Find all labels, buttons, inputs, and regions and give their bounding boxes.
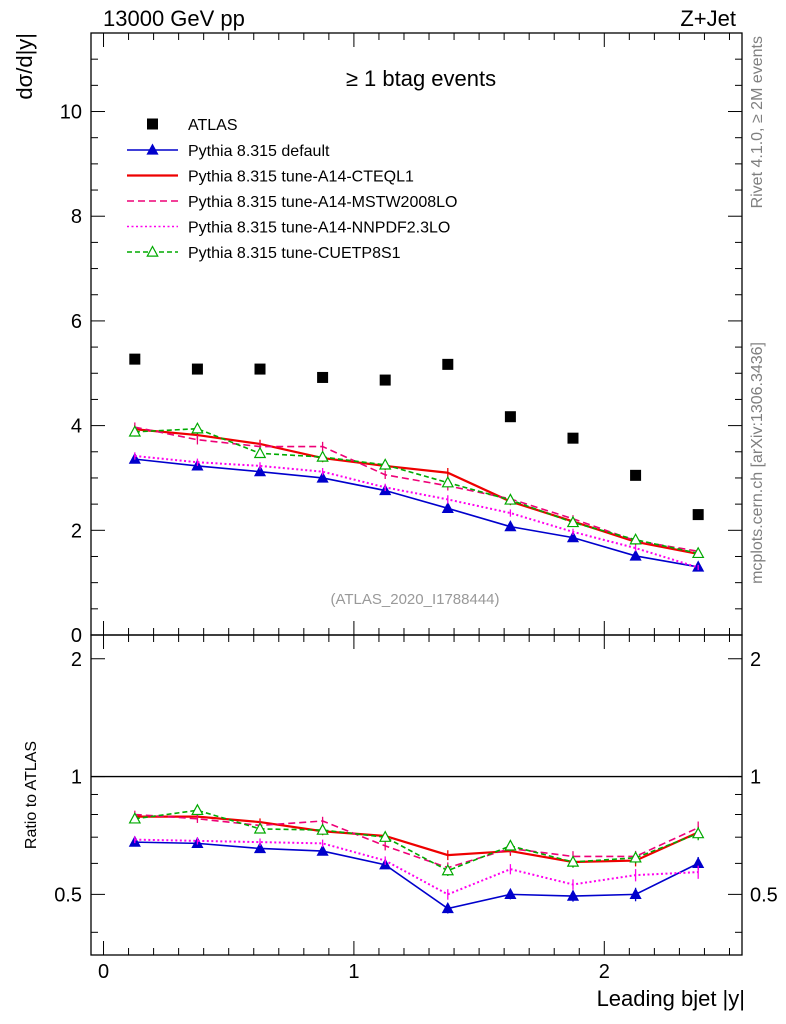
x-tick-label: 0 [98,961,109,983]
ratio-marker [378,830,392,842]
x-tick-label: 1 [348,961,359,983]
ratio-tick-label: 0.5 [54,884,82,906]
atlas-data-points [129,353,704,521]
ratio-marker [504,887,517,900]
atlas-data-point [567,432,579,444]
rivet-version-label: Rivet 4.1.0, ≥ 2M events [749,36,766,208]
legend-label: Pythia 8.315 tune-A14-CTEQL1 [188,169,414,186]
mcplots-reference-label: mcplots.cern.ch [arXiv:1306.3436] [749,342,766,584]
ratio-tick-label-right: 2 [750,649,761,671]
atlas-data-point [317,371,329,383]
ratio-axis-label: Ratio to ATLAS [23,741,40,849]
ratio-series-lines [128,803,705,914]
ratio-marker [441,863,455,876]
series-marker [253,446,267,459]
atlas-data-point [129,353,141,365]
series-marker [504,493,517,505]
ratio-plot-frame [90,634,743,956]
atlas-data-point [630,469,642,481]
series-line [134,427,699,555]
ratio-tick-label: 2 [71,649,82,671]
legend-label: Pythia 8.315 default [188,143,330,160]
legend: ATLAS Pythia 8.315 default Pythia 8.315 tu… [127,117,457,262]
y-tick-label: 8 [71,206,82,228]
y-tick-label: 6 [71,311,82,333]
series-line [134,428,699,555]
atlas-data-point [442,358,454,370]
series-line [134,454,699,569]
series-marker [629,532,642,545]
ratio-series-line [134,815,699,864]
ratio-marker [253,822,267,834]
legend-marker-atlas [147,118,158,130]
y-tick-label: 10 [60,102,82,124]
legend-label: Pythia 8.315 tune-A14-NNPDF2.3LO [188,220,450,237]
header-left: 13000 GeV pp [103,6,245,31]
series-line [134,458,699,568]
y-tick-label: 4 [71,416,82,438]
series-marker [566,515,580,528]
series-marker [691,546,705,559]
ratio-marker [691,826,705,839]
legend-label: Pythia 8.315 tune-CUETP8S1 [188,245,401,262]
ratio-tick-label-right: 1 [750,767,761,789]
x-axis-label: Leading bjet |y| [597,986,745,1011]
chart-title: ≥ 1 btag events [346,66,496,91]
series-marker [316,450,329,462]
ratio-marker [441,902,454,914]
legend-marker [146,143,159,155]
ratio-tick-label: 1 [71,767,82,789]
ratio-marker [504,839,517,851]
atlas-data-point [191,363,203,375]
series-marker [504,520,517,532]
ratio-marker [253,841,267,854]
series-marker [128,425,142,437]
series-marker [629,549,642,561]
ratio-series-line [134,838,699,896]
series-marker [441,501,454,513]
main-series-lines [128,421,705,572]
ratio-marker [629,887,642,900]
legend-label-atlas: ATLAS [188,117,238,134]
legend-label: Pythia 8.315 tune-A14-MSTW2008LO [188,194,457,211]
series-marker [253,465,267,477]
analysis-watermark: (ATLAS_2020_I1788444) [330,591,499,608]
ratio-tick-label-right: 0.5 [750,884,778,906]
ratio-marker [316,823,329,835]
ratio-marker [566,855,580,867]
series-marker [191,421,204,434]
header-right: Z+Jet [680,6,736,31]
ratio-marker [128,812,142,824]
series-marker [566,531,580,543]
y-tick-label: 0 [71,625,82,647]
atlas-data-point [692,509,704,521]
x-tick-label: 2 [599,961,610,983]
y-tick-label: 2 [71,520,82,542]
atlas-data-point [254,363,266,375]
ratio-marker [629,851,642,863]
ratio-series-line [134,813,699,869]
series-line [134,426,699,553]
atlas-data-point [504,411,516,423]
ratio-marker [191,803,204,816]
axis-ticks [91,33,742,955]
series-marker [316,471,329,483]
ratio-series-line [134,809,699,872]
y-axis-label: dσ/d|y| [12,33,37,100]
ratio-marker [316,844,329,856]
ratio-series-line [134,841,699,910]
atlas-data-point [379,374,391,386]
series-marker [441,475,455,488]
legend-marker [146,245,159,257]
series-marker [378,458,392,470]
ratio-marker [566,889,580,901]
